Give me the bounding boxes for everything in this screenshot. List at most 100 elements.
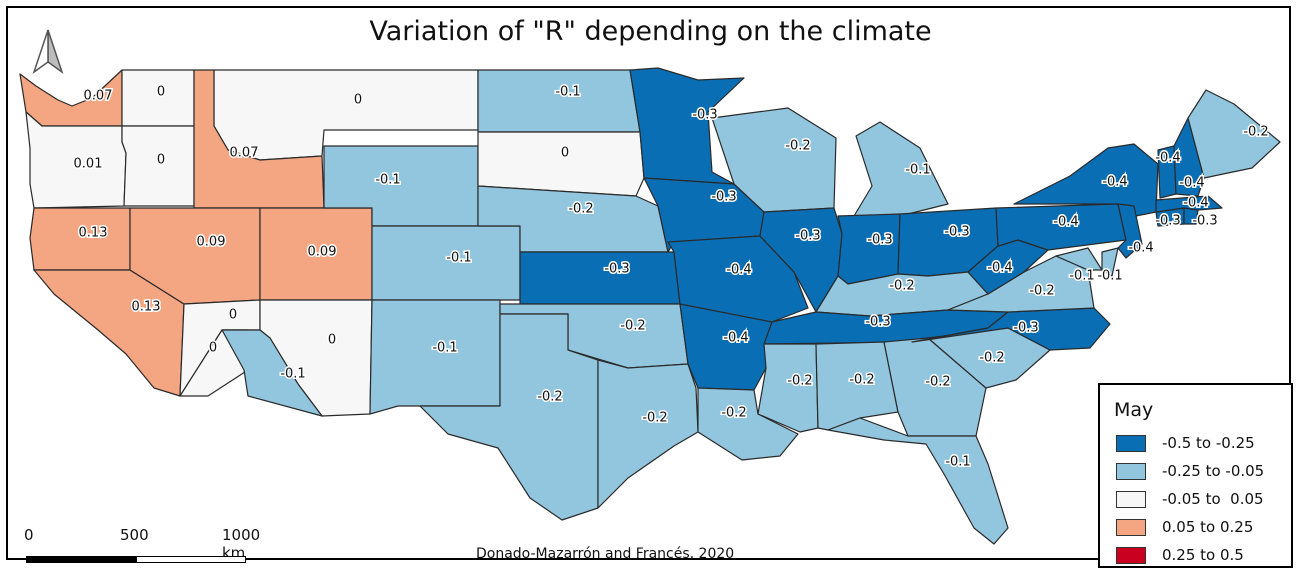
scale-tick-0: 0: [24, 526, 34, 544]
state-value-label: -0.4: [1128, 241, 1153, 256]
state-value-label: -0.2: [620, 319, 645, 334]
state-texas: [419, 313, 599, 521]
state-value-label: -0.2: [1243, 125, 1268, 140]
state-new-mexico: [369, 299, 501, 415]
state-value-label: -0.4: [1102, 175, 1127, 190]
state-value-label: -0.2: [642, 411, 667, 426]
state-value-label: -0.2: [849, 373, 874, 388]
map-title: Variation of "R" depending on the climat…: [369, 16, 932, 47]
state-south-dakota: [477, 131, 645, 197]
legend-swatch: [1116, 462, 1146, 480]
state-value-label: -0.3: [1013, 321, 1038, 336]
state-value-label: 0.09: [197, 235, 226, 250]
legend-swatch: [1116, 434, 1146, 452]
state-value-label: -0.2: [1029, 284, 1054, 299]
legend-label: -0.25 to -0.05: [1162, 462, 1265, 480]
state-value-label: -0.2: [979, 351, 1004, 366]
scale-bar-graphic: [26, 556, 246, 563]
state-value-label: -0.4: [726, 263, 751, 278]
legend-swatch: [1116, 490, 1146, 508]
state-polygons: [19, 67, 1281, 545]
state-value-label: 0: [354, 93, 362, 108]
legend-label: -0.05 to 0.05: [1162, 490, 1264, 508]
state-north-dakota: [477, 69, 641, 133]
state-value-label: -0.4: [1179, 176, 1204, 191]
state-north-carolina: [911, 307, 1111, 351]
legend-label: 0.25 to 0.5: [1162, 546, 1244, 564]
state-value-label: 0: [561, 146, 569, 161]
state-value-label: -0.1: [446, 251, 471, 266]
state-value-label: -0.1: [432, 341, 457, 356]
scale-tick-500: 500: [120, 526, 149, 544]
state-value-label: -0.1: [945, 455, 970, 470]
legend-item: -0.5 to -0.25: [1116, 433, 1255, 453]
state-value-label: 0.07: [84, 89, 113, 104]
state-texas-east: [597, 359, 699, 509]
state-value-label: -0.2: [537, 390, 562, 405]
north-arrow-icon: [32, 29, 64, 74]
state-value-label: -0.3: [1155, 214, 1180, 229]
legend-item: -0.25 to -0.05: [1116, 461, 1264, 481]
state-value-label: 0.13: [132, 300, 161, 315]
state-value-label: -0.4: [1183, 196, 1208, 211]
state-value-label: -0.4: [723, 331, 748, 346]
state-florida: [827, 417, 1009, 545]
legend-label: -0.5 to -0.25: [1162, 434, 1255, 452]
state-value-label: 0.09: [308, 245, 337, 260]
state-minnesota: [629, 67, 745, 185]
state-value-label: 0.13: [79, 226, 108, 241]
state-value-label: -0.3: [795, 229, 820, 244]
state-value-label: -0.4: [1155, 151, 1180, 166]
state-kansas: [519, 251, 681, 305]
choropleth-map: 0.070.010.130.130000.070.090.09000-0.1-0…: [19, 67, 1281, 545]
state-michigan: [853, 121, 949, 217]
legend-item: 0.25 to 0.5: [1116, 545, 1244, 565]
state-value-label: -0.4: [987, 261, 1012, 276]
state-value-label: 0: [157, 153, 165, 168]
source-credit: Donado-Mazarrón and Francés, 2020: [476, 546, 735, 562]
state-louisiana: [697, 387, 799, 461]
state-value-label: -0.3: [944, 225, 969, 240]
legend-label: 0.05 to 0.25: [1162, 518, 1254, 536]
state-value-label: -0.2: [889, 279, 914, 294]
state-value-label: -0.1: [555, 85, 580, 100]
map-frame: 0.07 0.01 0.13 0.13 0 0 0 0.07 0.09 0.09 0 0 0 -0.1 -0…: [6, 6, 1293, 568]
state-value-label: 0.07: [230, 146, 259, 161]
state-value-label: -0.1: [375, 173, 400, 188]
state-value-label: -0.2: [568, 202, 593, 217]
state-value-label: -0.1: [1097, 269, 1122, 284]
state-new-hampshire: [1173, 117, 1205, 197]
state-value-label: 0.01: [74, 157, 103, 172]
state-value-label: -0.2: [925, 375, 950, 390]
legend-swatch: [1116, 518, 1146, 536]
state-arizona-sw: [221, 329, 323, 417]
state-value-label: -0.3: [867, 233, 892, 248]
legend: May -0.5 to -0.25 -0.25 to -0.05 -0.05 t…: [1098, 383, 1293, 568]
state-maine: [1187, 89, 1281, 179]
state-value-label: 0: [328, 333, 336, 348]
scale-bar-segment: [27, 557, 137, 562]
state-value-label: -0.3: [604, 262, 629, 277]
state-value-label: -0.3: [692, 108, 717, 123]
state-value-label: -0.2: [787, 374, 812, 389]
state-massachusetts: [1155, 195, 1223, 213]
scale-bar: 0 500 1000 km: [24, 526, 260, 566]
legend-item: 0.05 to 0.25: [1116, 517, 1253, 537]
state-indiana: [837, 213, 901, 285]
state-value-label: -0.3: [1192, 214, 1217, 229]
state-labels: 0.070.010.130.130000.070.090.09000-0.1-0…: [72, 83, 1270, 471]
state-new-jersey: [1117, 203, 1143, 259]
state-value-label: -0.2: [721, 406, 746, 421]
state-delaware: [1101, 247, 1119, 277]
state-value-label: -0.1: [1069, 269, 1094, 284]
state-value-label: 0: [157, 85, 165, 100]
state-value-label: -0.1: [280, 367, 305, 382]
state-value-label: -0.3: [711, 190, 736, 205]
state-value-label: 0: [229, 308, 237, 323]
state-value-label: 0: [209, 341, 217, 356]
state-value-label: -0.1: [905, 163, 930, 178]
state-value-label: -0.4: [1053, 215, 1078, 230]
legend-swatch: [1116, 546, 1146, 564]
state-value-label: -0.3: [865, 315, 890, 330]
legend-item: -0.05 to 0.05: [1116, 489, 1264, 509]
